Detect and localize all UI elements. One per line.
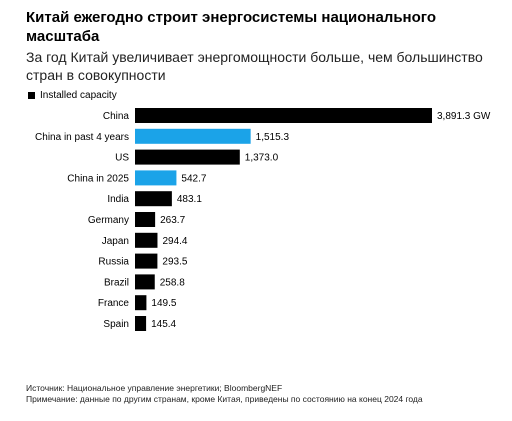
category-label: Germany: [88, 215, 129, 226]
category-label: India: [107, 194, 129, 205]
source-note: Источник: Национальное управление энерге…: [26, 383, 283, 393]
value-label: 1,373.0: [245, 153, 279, 164]
category-label: Spain: [103, 319, 129, 330]
bar-france: [135, 295, 147, 311]
value-label: 145.4: [151, 319, 176, 330]
bar-china-in-2025: [135, 170, 177, 186]
value-label: 483.1: [177, 194, 202, 205]
value-label: 294.4: [162, 236, 187, 247]
bar-india: [135, 191, 172, 207]
category-label: Brazil: [104, 277, 129, 288]
category-label: Japan: [102, 236, 129, 247]
chart-title: Китай ежегодно строит энергосистемы наци…: [26, 9, 436, 45]
bar-brazil: [135, 274, 155, 290]
value-label: 258.8: [160, 277, 185, 288]
value-label: 542.7: [181, 173, 206, 184]
category-label: Russia: [98, 257, 129, 268]
value-label: 263.7: [160, 215, 185, 226]
bar-china-in-past-4-years: [135, 128, 251, 144]
legend-label: Installed capacity: [40, 90, 117, 101]
value-label: 149.5: [151, 298, 176, 309]
bar-germany: [135, 212, 156, 227]
category-label: China in past 4 years: [35, 132, 129, 143]
bar-china: [135, 108, 432, 123]
value-label: 293.5: [162, 257, 187, 268]
category-label: France: [98, 298, 130, 309]
legend: Installed capacity: [28, 90, 117, 101]
category-label: US: [115, 153, 129, 164]
value-label: 3,891.3 GW: [437, 111, 491, 122]
category-label: China in 2025: [67, 173, 129, 184]
chart-subtitle: За год Китай увеличивает энергомощности …: [26, 49, 483, 83]
bar-spain: [135, 316, 147, 331]
bar-russia: [135, 253, 158, 269]
bar-us: [135, 149, 240, 165]
value-label: 1,515.3: [256, 132, 290, 143]
category-label: China: [103, 111, 130, 122]
footnote: Примечание: данные по другим странам, кр…: [26, 394, 423, 404]
legend-swatch: [28, 92, 35, 99]
bar-chart: China 3,891.3 GW China in past 4 years 1,51…: [35, 108, 491, 331]
bar-japan: [135, 232, 158, 248]
